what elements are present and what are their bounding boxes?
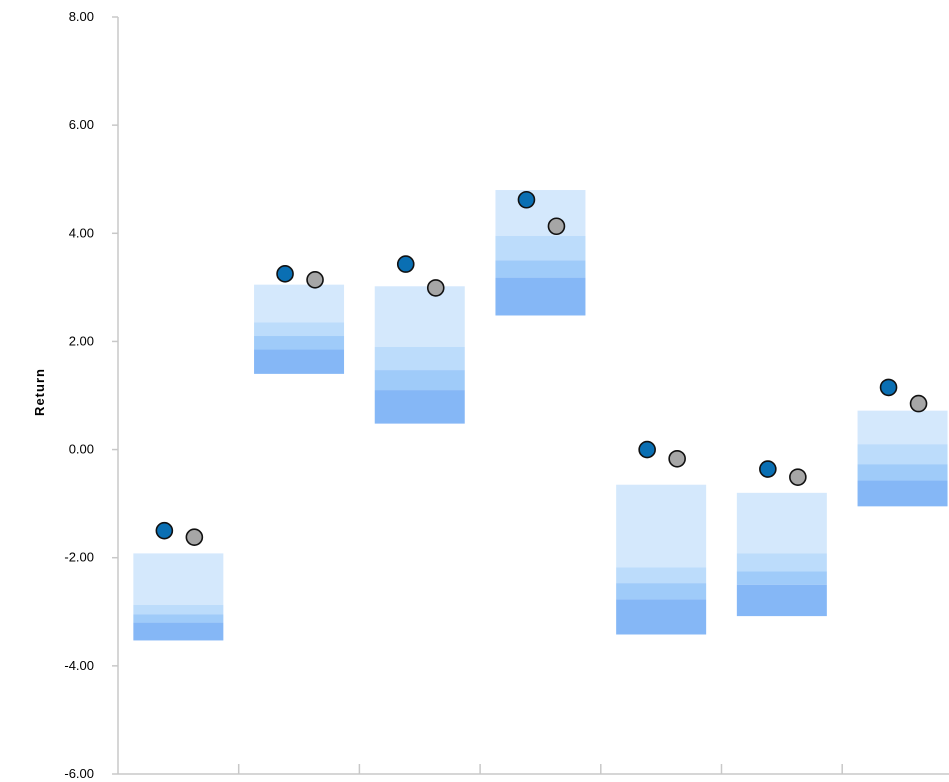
data-point	[909, 394, 928, 413]
data-point	[426, 279, 445, 297]
data-point	[396, 255, 415, 273]
band-segment	[857, 410, 948, 445]
band-segment	[374, 390, 465, 424]
band-segment	[254, 322, 345, 337]
band-segment	[495, 260, 586, 278]
band	[616, 484, 707, 635]
band	[374, 286, 465, 424]
y-tick-label: -4.00	[64, 658, 94, 673]
band-segment	[374, 370, 465, 391]
data-point	[789, 468, 807, 486]
band-segment	[857, 444, 948, 465]
band-segment	[133, 614, 224, 623]
band	[133, 553, 224, 641]
data-point	[759, 460, 777, 478]
band-segment	[133, 604, 224, 615]
plot-frame	[117, 17, 949, 775]
band-segment	[857, 464, 948, 481]
band-segment	[495, 235, 586, 261]
point-group	[155, 190, 928, 546]
y-tick-label: 6.00	[69, 117, 94, 132]
y-tick-label: 8.00	[69, 9, 94, 24]
data-point	[517, 190, 536, 209]
band-segment	[736, 571, 827, 585]
y-tick-label: 0.00	[69, 442, 94, 457]
y-axis: 8.00 6.00 4.00 2.00 0.00 -2.00 -4.00 -6.00	[64, 9, 118, 781]
y-tick-label: -2.00	[64, 550, 94, 565]
band-segment	[616, 599, 707, 635]
band-segment	[133, 622, 224, 641]
band	[495, 190, 586, 316]
band-segment	[254, 336, 345, 350]
data-point	[638, 440, 656, 459]
band-segment	[616, 567, 707, 584]
data-point	[185, 528, 204, 546]
band	[857, 410, 948, 507]
band-segment	[495, 277, 586, 316]
band-segment	[616, 484, 707, 568]
data-point	[306, 270, 324, 289]
y-axis-title: Return	[32, 368, 47, 416]
data-point	[276, 265, 294, 283]
band-segment	[254, 349, 345, 374]
data-point	[668, 449, 686, 468]
band	[254, 284, 345, 374]
band-segment	[374, 346, 465, 371]
band-segment	[254, 284, 345, 323]
band-segment	[857, 480, 948, 507]
y-tick-label: 2.00	[69, 333, 94, 348]
band-segment	[374, 286, 465, 347]
y-tick-label: -6.00	[64, 766, 94, 781]
y-tick-label: 4.00	[69, 225, 94, 240]
data-point	[547, 217, 566, 236]
data-point	[879, 378, 898, 397]
band-segment	[736, 492, 827, 554]
data-point	[155, 521, 174, 540]
band	[736, 492, 827, 617]
band-segment	[736, 553, 827, 572]
band-segment	[736, 584, 827, 617]
band-segment	[133, 553, 224, 605]
x-axis-ticks	[237, 764, 843, 774]
band-group	[133, 190, 948, 641]
band-segment	[616, 583, 707, 600]
band-segment	[495, 190, 586, 236]
